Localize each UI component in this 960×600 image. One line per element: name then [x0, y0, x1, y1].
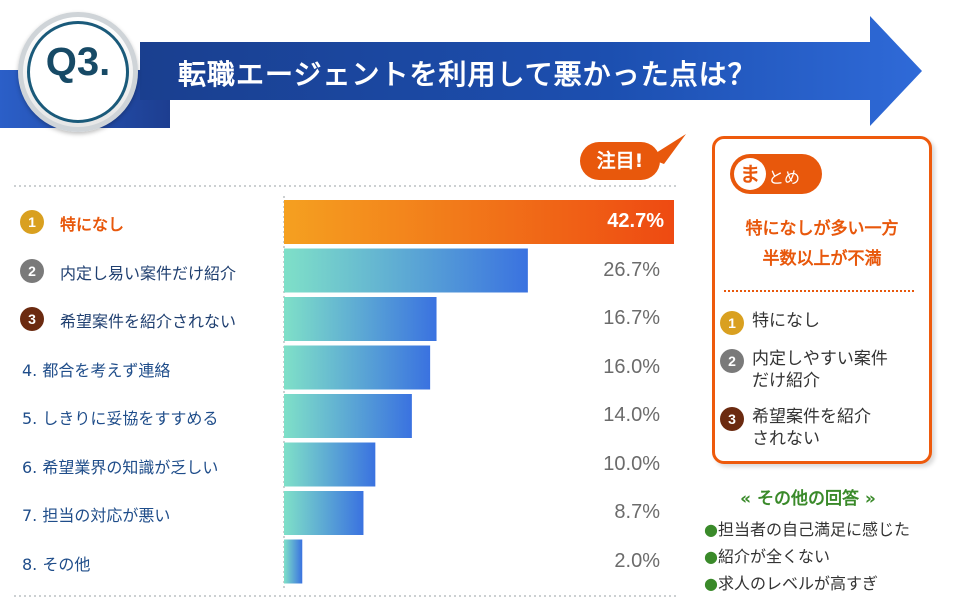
summary-item-line: されない [752, 429, 820, 449]
summary-item: 特になし [752, 310, 820, 332]
bar-chart [14, 185, 676, 597]
value-label: 14.0% [603, 404, 660, 426]
category-label: 内定し易い案件だけ紹介 [60, 263, 237, 283]
question-badge-ring [27, 21, 129, 123]
bar [284, 345, 431, 390]
summary-item-line: 内定しやすい案件 [752, 349, 888, 369]
value-label: 16.0% [603, 355, 660, 378]
other-answers-title: « その他の回答 » [740, 489, 876, 509]
value-label: 2.0% [614, 549, 660, 572]
summary-headline-2: 半数以上が不満 [762, 249, 882, 269]
summary-headline-1: 特になしが多い一方 [745, 219, 899, 239]
bar [284, 248, 528, 293]
bars [284, 200, 674, 584]
bar [284, 200, 674, 244]
rank-badge: 2 [20, 258, 44, 283]
bar [284, 539, 303, 584]
other-answer-item: ●担当者の自己満足に感じた [704, 516, 910, 540]
value-label: 42.7% [607, 210, 664, 232]
value-label: 16.7% [603, 307, 660, 329]
bar [284, 491, 364, 535]
category-label: 4. 都合を考えず連絡 [22, 360, 171, 380]
category-label: 5. しきりに妥協をすすめる [22, 409, 219, 428]
summary-item-line: 特になし [752, 311, 820, 331]
other-answer-item: ●求人のレベルが高すぎ [704, 570, 878, 594]
bar [284, 297, 437, 341]
rank-badge: 3 [20, 307, 44, 331]
bullet-icon: ● [704, 574, 718, 593]
summary-item-line: 希望案件を紹介 [752, 407, 871, 427]
category-label: 希望案件を紹介されない [60, 312, 237, 331]
value-label: 8.7% [614, 501, 660, 523]
other-answer-text: 求人のレベルが高すぎ [717, 574, 878, 593]
question-title: 転職エージェントを利用して悪かった点は？ [178, 58, 757, 91]
summary-badge-text: とめ [768, 168, 801, 187]
rank-badge: 1 [20, 210, 44, 234]
summary-item-line: だけ紹介 [752, 371, 820, 391]
other-answer-text: 紹介が全くない [717, 547, 830, 566]
category-label: 7. 担当の対応が悪い [22, 506, 171, 525]
bar [284, 442, 376, 487]
summary-rank-badge: 3 [720, 407, 744, 431]
bullet-icon: ● [704, 547, 718, 566]
question-number: Q3. [45, 40, 111, 84]
summary-item: 希望案件を紹介 されない [752, 406, 871, 450]
bullet-icon: ● [704, 520, 718, 539]
other-answer-text: 担当者の自己満足に感じた [717, 520, 910, 539]
summary-badge-char: ま [734, 158, 766, 190]
summary-item: 内定しやすい案件 だけ紹介 [752, 348, 888, 392]
bar [284, 394, 412, 438]
summary-divider [724, 290, 914, 292]
value-label: 26.7% [603, 258, 660, 281]
summary-rank-badge: 1 [720, 311, 744, 335]
category-label: 6. 希望業界の知識が乏しい [22, 457, 219, 477]
other-answer-item: ●紹介が全くない [704, 543, 830, 567]
summary-rank-badge: 2 [720, 349, 744, 373]
category-label: 8. その他 [22, 554, 91, 574]
value-label: 10.0% [603, 452, 660, 475]
category-label: 特になし [60, 215, 125, 234]
attention-badge: 注目! [580, 142, 660, 180]
